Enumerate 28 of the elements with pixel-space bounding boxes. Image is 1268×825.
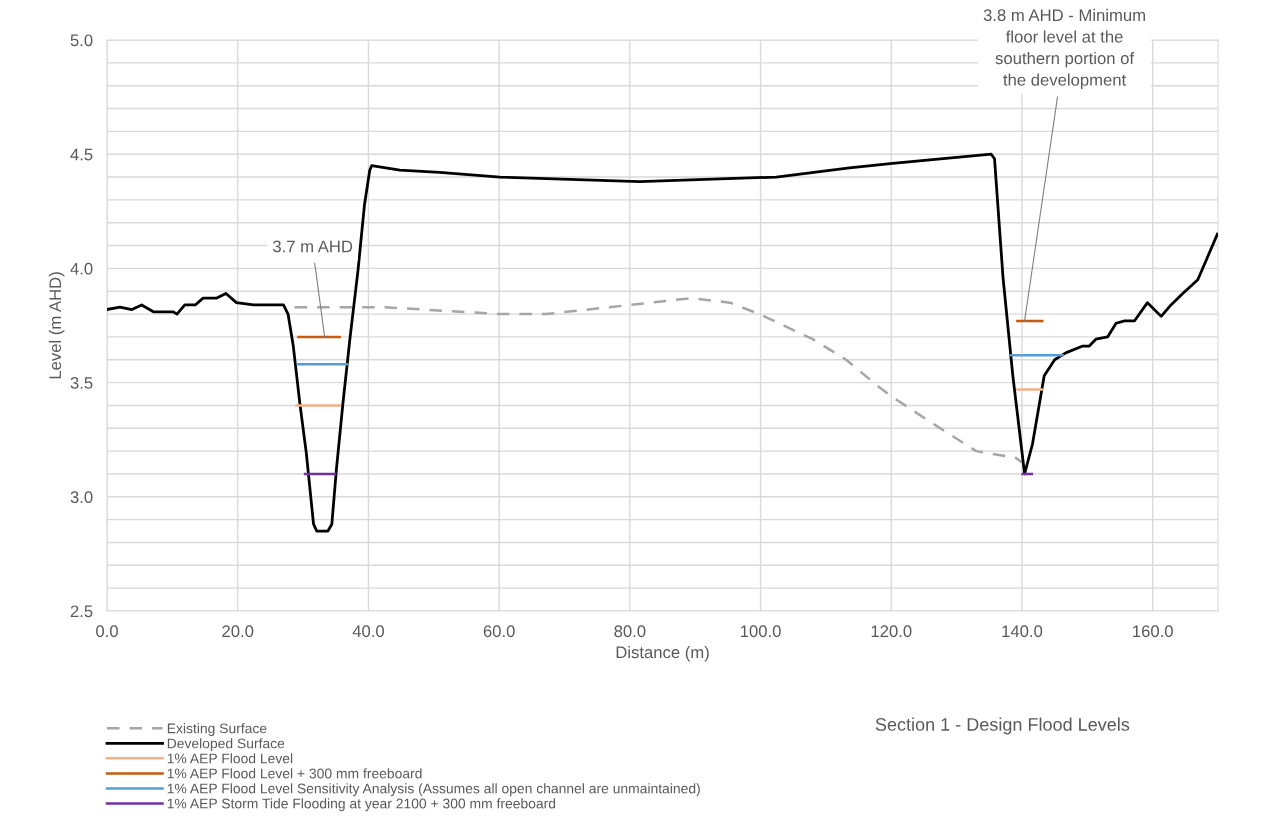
x-tick-label: 80.0 — [614, 625, 646, 638]
y-tick-label: 5.0 — [70, 34, 93, 47]
x-tick-label: 160.0 — [1133, 625, 1173, 638]
legend-label: Existing Surface — [167, 723, 267, 737]
annotation: 3.7 m AHD — [273, 240, 353, 253]
y-tick-label: 2.5 — [70, 605, 93, 618]
legend-label: 1% AEP Flood Level — [167, 753, 293, 764]
x-tick-label: 60.0 — [483, 625, 515, 638]
y-tick-label: 4.0 — [70, 262, 93, 275]
legend-label: Developed Surface — [167, 738, 285, 752]
y-tick-label: 3.5 — [70, 377, 93, 389]
y-tick-label: 3.0 — [70, 491, 93, 503]
x-axis-title: Distance (m) — [616, 645, 709, 662]
x-tick-label: 20.0 — [222, 625, 254, 638]
line-series — [293, 296, 1024, 464]
x-tick-label: 100.0 — [740, 625, 781, 638]
annotation: 3.8 m AHD - Minimum floor level at the southern portion of the development — [983, 8, 1145, 90]
x-tick-label: 120.0 — [871, 625, 912, 638]
text: Section 1 - Design Flood Levels — [875, 717, 1130, 735]
x-tick-label: 0.0 — [96, 625, 118, 638]
legend-label: 1% AEP Storm Tide Flooding at year 2100 + 300 mm freeboard — [167, 798, 556, 812]
y-axis-title: Level (m AHD) — [48, 272, 65, 379]
legend-label: 1% AEP Flood Level + 300 mm freeboard — [167, 768, 422, 779]
legend-label: 1% AEP Flood Level Sensitivity Analysis (Assumes all open channel are unmaintained) — [167, 783, 700, 797]
y-tick-label: 4.5 — [70, 148, 93, 161]
line-series — [107, 152, 1219, 533]
x-tick-label: 40.0 — [352, 625, 384, 638]
x-tick-label: 140.0 — [1002, 625, 1043, 638]
